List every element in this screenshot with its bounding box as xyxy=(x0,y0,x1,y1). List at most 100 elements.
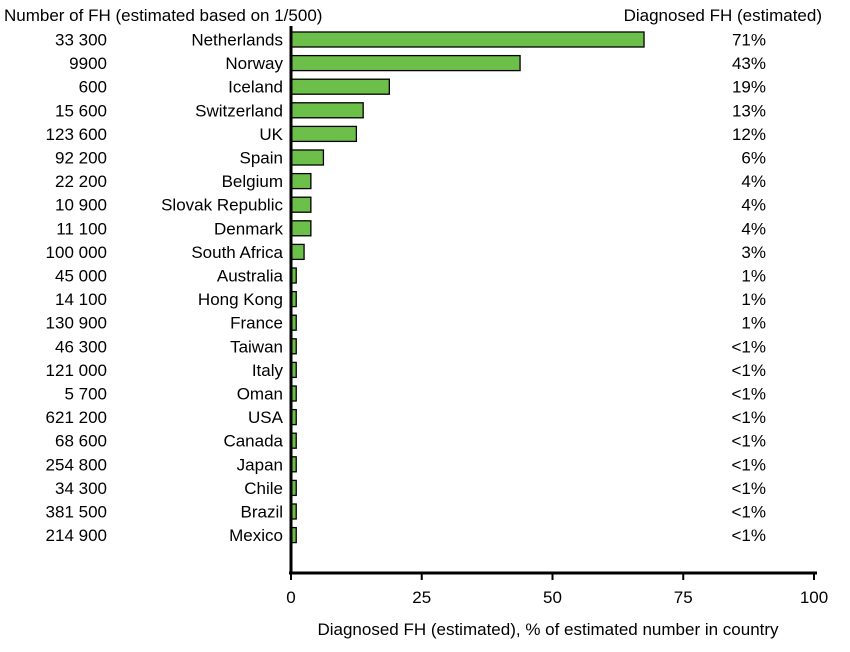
country-label: USA xyxy=(248,408,284,427)
table-row: 254 800 Japan <1% xyxy=(46,455,766,474)
fh-count-label: 46 300 xyxy=(55,337,107,356)
country-label: France xyxy=(230,314,283,333)
country-label: Italy xyxy=(252,361,284,380)
diagnosed-percent-label: 4% xyxy=(741,219,766,238)
table-row: 214 900 Mexico <1% xyxy=(46,526,766,545)
diagnosed-percent-label: <1% xyxy=(732,455,767,474)
bar-rows: 33 300 Netherlands 71% 9900 Norway 43% 600 Icel… xyxy=(46,31,766,546)
country-label: Australia xyxy=(217,267,284,286)
bar xyxy=(290,102,364,119)
x-tick-label: 0 xyxy=(286,588,295,607)
table-row: 11 100 Denmark 4% xyxy=(56,219,766,238)
diagnosed-percent-label: <1% xyxy=(732,385,767,404)
diagnosed-percent-label: 4% xyxy=(741,172,766,191)
fh-count-label: 45 000 xyxy=(55,267,107,286)
x-tick-label: 75 xyxy=(674,588,693,607)
bar xyxy=(290,220,312,237)
fh-count-label: 22 200 xyxy=(55,172,107,191)
x-tick-label: 50 xyxy=(543,588,562,607)
x-axis-ticks: 0 25 50 75 100 xyxy=(286,573,828,607)
table-row: 123 600 UK 12% xyxy=(46,125,766,144)
fh-count-label: 11 100 xyxy=(56,219,107,238)
bar xyxy=(290,31,645,48)
fh-count-label: 9900 xyxy=(69,54,107,73)
diagnosed-percent-label: 43% xyxy=(732,54,766,73)
country-label: UK xyxy=(259,125,283,144)
country-label: Japan xyxy=(237,455,283,474)
fh-count-label: 10 900 xyxy=(55,196,107,215)
table-row: 34 300 Chile <1% xyxy=(55,479,766,498)
country-label: Slovak Republic xyxy=(161,196,283,215)
diagnosed-percent-label: 13% xyxy=(732,101,766,120)
fh-count-label: 214 900 xyxy=(46,526,107,545)
table-row: 381 500 Brazil <1% xyxy=(46,503,766,522)
diagnosed-percent-label: 4% xyxy=(741,196,766,215)
fh-count-label: 254 800 xyxy=(46,455,107,474)
fh-count-label: 600 xyxy=(79,78,107,97)
bar xyxy=(290,243,305,261)
diagnosed-percent-label: 1% xyxy=(741,314,766,333)
fh-count-label: 15 600 xyxy=(55,101,107,120)
diagnosed-percent-label: <1% xyxy=(732,361,767,380)
fh-count-label: 621 200 xyxy=(46,408,107,427)
country-label: Canada xyxy=(223,432,283,451)
fh-count-label: 68 600 xyxy=(55,432,107,451)
table-row: 14 100 Hong Kong 1% xyxy=(55,290,766,309)
x-axis-title: Diagnosed FH (estimated), % of estimated… xyxy=(317,620,779,639)
bar xyxy=(290,149,325,166)
table-row: 15 600 Switzerland 13% xyxy=(55,101,766,120)
country-label: Belgium xyxy=(222,172,283,191)
table-row: 33 300 Netherlands 71% xyxy=(55,31,766,50)
table-row: 100 000 South Africa 3% xyxy=(46,243,766,262)
table-row: 22 200 Belgium 4% xyxy=(55,172,766,191)
diagnosed-percent-label: <1% xyxy=(732,479,767,498)
country-label: Spain xyxy=(240,149,283,168)
table-row: 92 200 Spain 6% xyxy=(55,149,766,168)
country-label: Oman xyxy=(237,385,283,404)
country-label: Brazil xyxy=(240,503,283,522)
fh-count-label: 33 300 xyxy=(55,31,107,50)
left-column-header: Number of FH (estimated based on 1/500) xyxy=(4,6,322,25)
fh-count-label: 5 700 xyxy=(64,385,107,404)
fh-count-label: 121 000 xyxy=(46,361,107,380)
table-row: 46 300 Taiwan <1% xyxy=(55,337,766,356)
fh-count-label: 34 300 xyxy=(55,479,107,498)
fh-count-label: 123 600 xyxy=(46,125,107,144)
bar xyxy=(290,54,521,72)
diagnosed-percent-label: 3% xyxy=(741,243,766,262)
fh-count-label: 92 200 xyxy=(55,149,107,168)
table-row: 68 600 Canada <1% xyxy=(55,432,766,451)
table-row: 621 200 USA <1% xyxy=(46,408,766,427)
diagnosed-percent-label: 19% xyxy=(732,78,766,97)
country-label: Netherlands xyxy=(191,31,283,50)
diagnosed-percent-label: 12% xyxy=(732,125,766,144)
fh-count-label: 381 500 xyxy=(46,503,107,522)
table-row: 130 900 France 1% xyxy=(46,314,766,333)
x-tick-label: 25 xyxy=(412,588,431,607)
diagnosed-percent-label: 71% xyxy=(732,31,766,50)
table-row: 5 700 Oman <1% xyxy=(64,385,766,404)
fh-count-label: 14 100 xyxy=(55,290,107,309)
diagnosed-percent-label: <1% xyxy=(732,337,767,356)
country-label: Switzerland xyxy=(195,101,283,120)
diagnosed-percent-label: <1% xyxy=(732,503,767,522)
diagnosed-percent-label: 6% xyxy=(741,149,766,168)
right-column-header: Diagnosed FH (estimated) xyxy=(624,6,822,25)
table-row: 121 000 Italy <1% xyxy=(46,361,766,380)
country-label: Mexico xyxy=(229,526,283,545)
table-row: 45 000 Australia 1% xyxy=(55,267,766,286)
diagnosed-percent-label: <1% xyxy=(732,408,767,427)
country-label: Chile xyxy=(244,479,283,498)
country-label: Taiwan xyxy=(230,337,283,356)
diagnosed-percent-label: 1% xyxy=(741,290,766,309)
table-row: 600 Iceland 19% xyxy=(79,78,766,97)
country-label: Norway xyxy=(225,54,283,73)
diagnosed-percent-label: <1% xyxy=(732,432,767,451)
x-tick-label: 100 xyxy=(800,588,828,607)
country-label: Denmark xyxy=(214,219,283,238)
fh-count-label: 100 000 xyxy=(46,243,107,262)
bar xyxy=(290,196,312,213)
bar xyxy=(290,78,390,95)
country-label: South Africa xyxy=(191,243,283,262)
